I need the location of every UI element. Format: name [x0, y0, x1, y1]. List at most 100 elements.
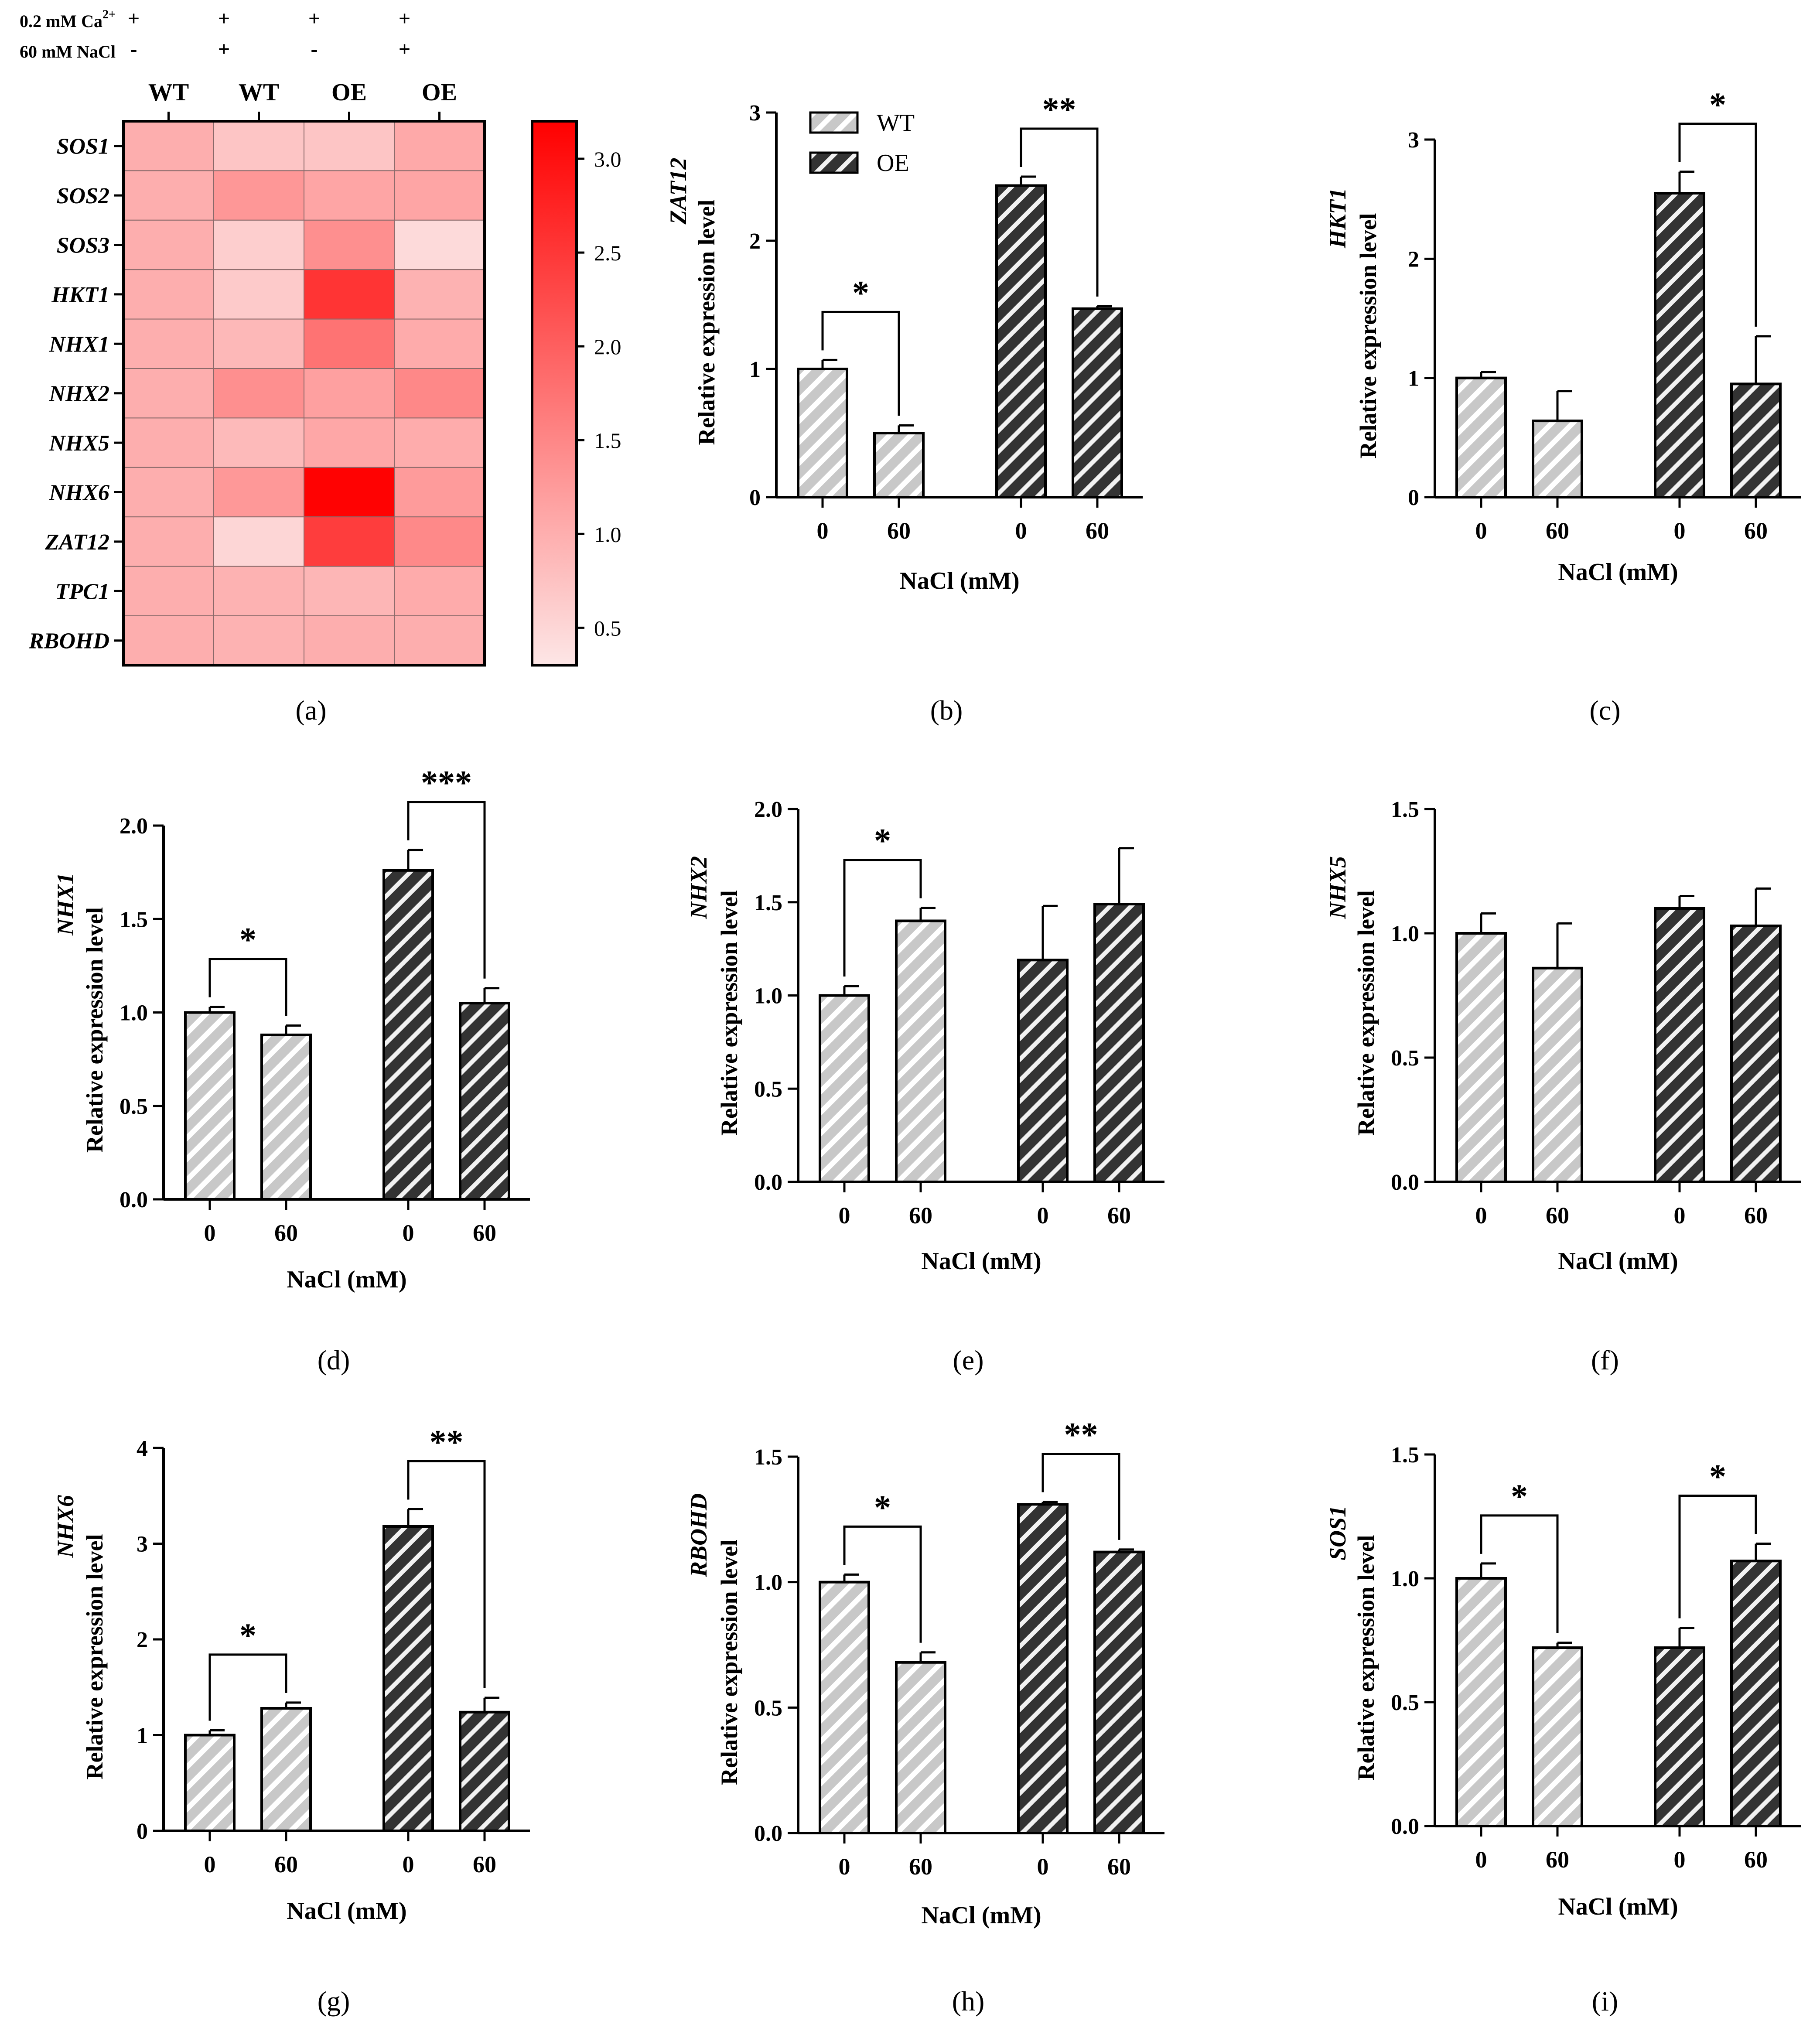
significance-bracket — [208, 1653, 287, 1721]
y-axis-label: Relative expression level — [716, 1540, 742, 1785]
panel-label: (e) — [953, 1345, 983, 1376]
heatmap-cell — [394, 516, 485, 567]
heatmap-cell — [123, 566, 214, 616]
heatmap-cell — [213, 566, 304, 616]
bar — [382, 869, 434, 1201]
y-tick-label: 1.0 — [1391, 922, 1419, 946]
y-tick-label: 3 — [749, 101, 761, 126]
significance-bracket — [208, 958, 287, 1016]
legend-label: OE — [877, 150, 909, 177]
bar — [1017, 959, 1069, 1183]
significance-label: ** — [1042, 90, 1076, 128]
heatmap-cell — [123, 121, 214, 171]
condition-label: 60 mM NaCl — [20, 42, 116, 61]
heatmap-cell — [123, 219, 214, 270]
heatmap-cell — [123, 467, 214, 518]
heatmap-cell — [394, 368, 485, 419]
heatmap-cell — [304, 467, 395, 518]
x-tick-label: 60 — [473, 1851, 496, 1878]
bar — [260, 1033, 312, 1201]
significance-label: * — [852, 273, 869, 311]
bar-chart-f: 0.0 0.5 1.0 1.5 0 60 0 60 NaCl (mM) Relative expr… — [1325, 797, 1801, 1376]
x-tick-label: 60 — [274, 1851, 298, 1878]
bar — [1654, 907, 1705, 1183]
bar — [1730, 924, 1782, 1183]
panel-label: (b) — [930, 695, 963, 726]
condition-mark: - — [311, 38, 318, 61]
condition-mark: + — [308, 7, 320, 30]
x-tick-label: 60 — [1744, 518, 1768, 544]
heatmap-panel: 0.2 mM Ca2+ + + + +60 mM NaCl - + - +WT WT OE OESOS… — [20, 7, 621, 726]
heatmap-cell — [394, 269, 485, 320]
y-tick-label: 3 — [1408, 128, 1419, 153]
panel-label: (d) — [318, 1345, 350, 1376]
bar — [1093, 903, 1145, 1183]
y-axis-label: Relative expression level — [82, 1534, 108, 1780]
x-axis-label: NaCl (mM) — [921, 1902, 1041, 1929]
column-header: WT — [148, 79, 189, 106]
bar — [895, 919, 946, 1183]
bar — [459, 1002, 510, 1201]
y-tick-label: 0.5 — [120, 1094, 148, 1119]
x-tick-label: 60 — [1107, 1202, 1131, 1229]
bar-chart-b: 0 1 2 3 0 60 0 60 NaCl (mM) Relative expression l… — [665, 90, 1143, 726]
heatmap-cell — [123, 368, 214, 419]
heatmap-cell — [123, 318, 214, 369]
x-tick-label: 0 — [1674, 1847, 1686, 1873]
condition-mark: + — [218, 7, 230, 30]
x-tick-label: 60 — [1546, 1847, 1569, 1873]
gene-row-label: ZAT12 — [45, 530, 109, 555]
x-axis-label: NaCl (mM) — [899, 567, 1019, 594]
panel-label: (a) — [295, 695, 326, 726]
bar — [797, 368, 848, 498]
gene-label: SOS1 — [1325, 1506, 1351, 1560]
x-axis-label: NaCl (mM) — [1558, 1893, 1678, 1920]
heatmap-cell — [394, 566, 485, 616]
y-tick-label: 0 — [749, 485, 761, 510]
colorbar-tick-label: 2.0 — [594, 335, 621, 359]
gene-row-label: SOS1 — [57, 134, 109, 159]
x-tick-label: 60 — [909, 1202, 932, 1229]
bar — [382, 1525, 434, 1832]
heatmap-cell — [123, 615, 214, 666]
y-axis-label: Relative expression level — [1353, 890, 1379, 1136]
heatmap-cell — [394, 170, 485, 221]
heatmap-cell — [394, 417, 485, 468]
bar — [1455, 376, 1507, 499]
x-tick-label: 60 — [473, 1220, 496, 1246]
heatmap-cell — [394, 615, 485, 666]
legend-label: WT — [877, 109, 915, 137]
significance-bracket — [1480, 1514, 1559, 1633]
bar-chart-c: 0 1 2 3 0 60 0 60 NaCl (mM) Relative expression l… — [1325, 85, 1801, 726]
y-tick-label: 2.0 — [754, 797, 782, 822]
gene-row-label: SOS3 — [57, 233, 109, 258]
heatmap-cell — [213, 467, 304, 518]
y-tick-label: 0.5 — [1391, 1046, 1419, 1071]
panel-label: (c) — [1589, 695, 1620, 726]
y-tick-label: 4 — [137, 1436, 148, 1461]
bar — [1654, 192, 1705, 498]
x-tick-label: 60 — [1546, 518, 1569, 544]
x-tick-label: 0 — [1475, 1847, 1487, 1873]
heatmap-cell — [304, 566, 395, 616]
y-tick-label: 0.0 — [754, 1821, 782, 1846]
x-tick-label: 60 — [274, 1220, 298, 1246]
bar — [995, 184, 1047, 498]
panel-label: (f) — [1591, 1345, 1619, 1376]
y-axis-label: Relative expression level — [1353, 1535, 1379, 1781]
colorbar — [531, 120, 578, 667]
x-axis-label: NaCl (mM) — [1558, 1248, 1678, 1275]
y-tick-label: 1.0 — [754, 1570, 782, 1595]
heatmap-cell — [304, 516, 395, 567]
heatmap-cell — [304, 219, 395, 270]
condition-mark: + — [218, 38, 230, 61]
x-tick-label: 0 — [1475, 1202, 1487, 1229]
panel-label: (h) — [952, 1986, 985, 2017]
gene-label: NHX1 — [52, 873, 79, 936]
y-tick-label: 1 — [1408, 366, 1419, 391]
heatmap-cell — [394, 467, 485, 518]
y-tick-label: 2 — [749, 229, 761, 254]
colorbar-tick-label: 2.5 — [594, 241, 621, 265]
heatmap-cell — [123, 170, 214, 221]
significance-label: * — [1511, 1477, 1528, 1515]
